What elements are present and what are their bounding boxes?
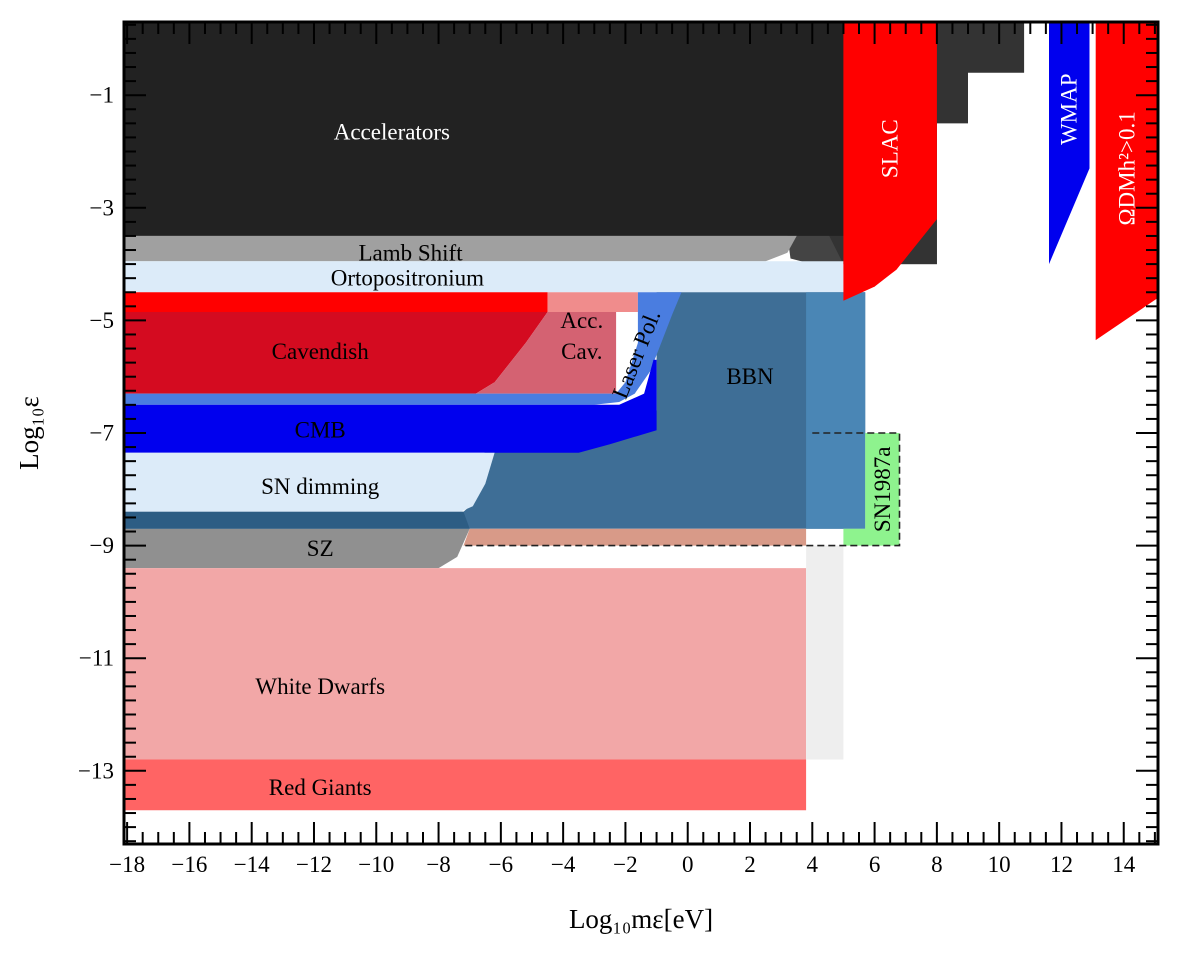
x-tick-label: 14: [1112, 852, 1136, 877]
label-sn-dimming: SN dimming: [261, 474, 380, 499]
plot-frame: [122, 20, 1160, 846]
region-region-19: [806, 545, 844, 760]
y-tick-label: −11: [79, 646, 114, 671]
region-slac-21: [843, 22, 937, 301]
x-tick-label: −10: [358, 852, 394, 877]
x-tick-label: 4: [807, 852, 819, 877]
tick-labels: −18 −16 −14 −12 −10 −8 −6 −4 −2 0 2 4 6 8 10 12 14 −1 −3 −5…: [78, 83, 1136, 877]
y-axis-title: Log₁₀ε: [14, 396, 44, 470]
region-cavendish-8: [124, 312, 548, 394]
region-sz-15: [124, 511, 470, 529]
region-dmh-0-1-23: [1095, 22, 1158, 341]
exclusion-regions: [124, 22, 1158, 811]
label-ortopositronium: Ortopositronium: [331, 266, 484, 291]
label-lamb-shift: Lamb Shift: [358, 240, 463, 265]
y-tick-label: −3: [90, 195, 114, 220]
region-laser-pol-11: [124, 292, 682, 405]
boundary-sn1987a-0: [463, 432, 901, 547]
label-sz: SZ: [307, 536, 334, 561]
x-tick-label: 12: [1050, 852, 1073, 877]
label-cavendish: Cavendish: [272, 339, 370, 364]
x-axis-title: Log₁₀mε[eV]: [569, 904, 713, 934]
x-tick-label: −8: [426, 852, 450, 877]
y-tick-label: −5: [90, 308, 114, 333]
region-sz-14: [124, 528, 470, 569]
region-red-giants-18: [124, 759, 807, 811]
region-white-dwarfs-17: [463, 528, 807, 546]
region-white-dwarfs-16: [124, 568, 807, 760]
region-cmb-12: [124, 359, 657, 453]
label-red-giants: Red Giants: [269, 775, 372, 800]
x-tick-label: −2: [613, 852, 637, 877]
x-tick-label: −14: [234, 852, 270, 877]
dashed-boundaries: [463, 432, 901, 547]
label-acc: Acc.: [560, 308, 603, 333]
region-acc-cav-9: [475, 312, 617, 394]
x-tick-label: −16: [171, 852, 207, 877]
label-sn1987a: SN1987a: [870, 446, 895, 532]
x-tick-label: −18: [109, 852, 145, 877]
region-accelerators-2: [124, 22, 844, 236]
x-tick-label: 0: [682, 852, 694, 877]
y-tick-label: −7: [90, 421, 114, 446]
y-tick-label: −9: [90, 533, 114, 558]
label-accelerators: Accelerators: [334, 119, 450, 144]
region-lamb-shift-3: [124, 235, 797, 262]
y-tick-label: −1: [90, 83, 114, 108]
region-acc-cav-10: [547, 292, 638, 312]
axis-ticks: [124, 22, 1158, 844]
label-cmb: CMB: [295, 418, 346, 443]
region-wmap-22: [1049, 22, 1090, 265]
x-tick-label: −12: [296, 852, 332, 877]
region-bbn-5: [124, 292, 866, 529]
region-ortopositronium-4: [124, 261, 844, 293]
y-tick-label: −13: [78, 758, 114, 783]
x-tick-label: 10: [988, 852, 1011, 877]
x-tick-label: 6: [869, 852, 881, 877]
region-bbn-6: [806, 292, 866, 529]
region-sn1987a-20: [843, 433, 900, 546]
region-sn-dimming-13: [124, 452, 495, 512]
label-slac: SLAC: [878, 119, 903, 178]
x-tick-label: −6: [489, 852, 513, 877]
region-cavendish-7: [124, 292, 548, 312]
label-omega-dm: ΩDMh²>0.1: [1114, 111, 1139, 225]
x-tick-label: 8: [931, 852, 943, 877]
label-bbn: BBN: [726, 364, 774, 389]
label-white-dwarfs: White Dwarfs: [255, 674, 385, 699]
x-tick-label: 2: [744, 852, 756, 877]
x-tick-label: −4: [551, 852, 576, 877]
label-cav: Cav.: [561, 339, 602, 364]
label-wmap: WMAP: [1057, 73, 1082, 145]
